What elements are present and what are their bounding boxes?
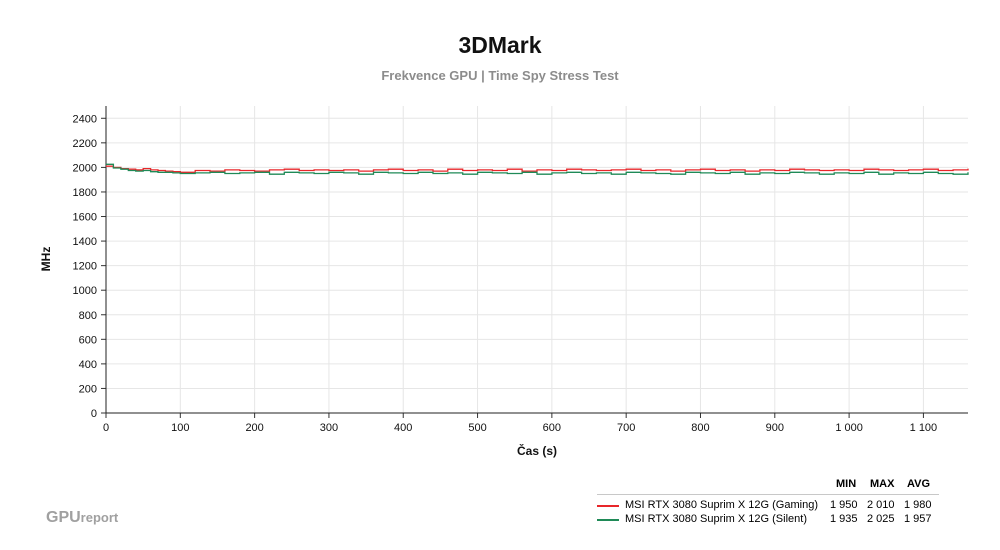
gpureport-logo: GPUreport (46, 509, 118, 527)
legend-label-gaming: MSI RTX 3080 Suprim X 12G (Gaming) (625, 499, 818, 511)
gridlines (106, 106, 968, 413)
legend-swatch-gaming (597, 505, 619, 507)
y-tick-label: 1800 (73, 187, 97, 199)
y-tick-label: 800 (79, 310, 97, 322)
logo-part-report: report (80, 510, 119, 525)
x-tick-label: 0 (103, 422, 109, 434)
y-axis-label: MHz (39, 247, 53, 272)
y-tick-label: 1000 (73, 285, 97, 297)
x-tick-label: 100 (171, 422, 189, 434)
x-tick-label: 1 000 (835, 422, 863, 434)
legend-header-avg: AVG (907, 478, 931, 490)
x-tick-label: 1 100 (910, 422, 938, 434)
legend-header-max: MAX (870, 478, 895, 490)
chart-subtitle: Frekvence GPU | Time Spy Stress Test (381, 68, 619, 83)
y-tick-label: 2000 (73, 162, 97, 174)
legend-min-silent: 1 935 (830, 513, 858, 525)
y-tick-label: 1200 (73, 261, 97, 273)
y-tick-label: 1400 (73, 236, 97, 248)
legend-max-silent: 2 025 (867, 513, 895, 525)
legend: MIN MAX AVG MSI RTX 3080 Suprim X 12G (G… (597, 478, 942, 526)
y-tick-label: 2200 (73, 138, 97, 150)
x-axis-label: Čas (s) (517, 443, 557, 458)
y-tick-label: 2400 (73, 113, 97, 125)
legend-header: MIN MAX AVG (597, 478, 942, 498)
series-lines (106, 163, 969, 175)
legend-item-silent: MSI RTX 3080 Suprim X 12G (Silent) 1 935… (597, 512, 942, 526)
x-tick-label: 200 (245, 422, 263, 434)
legend-avg-gaming: 1 980 (904, 499, 932, 511)
tick-labels: 0200400600800100012001400160018002000220… (73, 113, 938, 434)
x-tick-label: 700 (617, 422, 635, 434)
y-tick-label: 200 (79, 383, 97, 395)
logo-part-gpu: GPU (46, 509, 81, 526)
x-tick-label: 900 (766, 422, 784, 434)
chart-title: 3DMark (458, 32, 542, 58)
y-tick-label: 600 (79, 334, 97, 346)
series-line-silent (106, 163, 969, 175)
axes (101, 106, 968, 418)
legend-min-gaming: 1 950 (830, 499, 858, 511)
legend-avg-silent: 1 957 (904, 513, 932, 525)
x-tick-label: 600 (543, 422, 561, 434)
y-tick-label: 0 (91, 408, 97, 420)
x-tick-label: 500 (468, 422, 486, 434)
legend-header-min: MIN (836, 478, 857, 490)
legend-swatch-silent (597, 519, 619, 521)
x-tick-label: 400 (394, 422, 412, 434)
y-tick-label: 1600 (73, 212, 97, 224)
legend-label-silent: MSI RTX 3080 Suprim X 12G (Silent) (625, 513, 807, 525)
legend-item-gaming: MSI RTX 3080 Suprim X 12G (Gaming) 1 950… (597, 498, 942, 512)
x-tick-label: 800 (691, 422, 709, 434)
legend-max-gaming: 2 010 (867, 499, 895, 511)
x-tick-label: 300 (320, 422, 338, 434)
legend-divider (597, 494, 939, 495)
y-tick-label: 400 (79, 359, 97, 371)
